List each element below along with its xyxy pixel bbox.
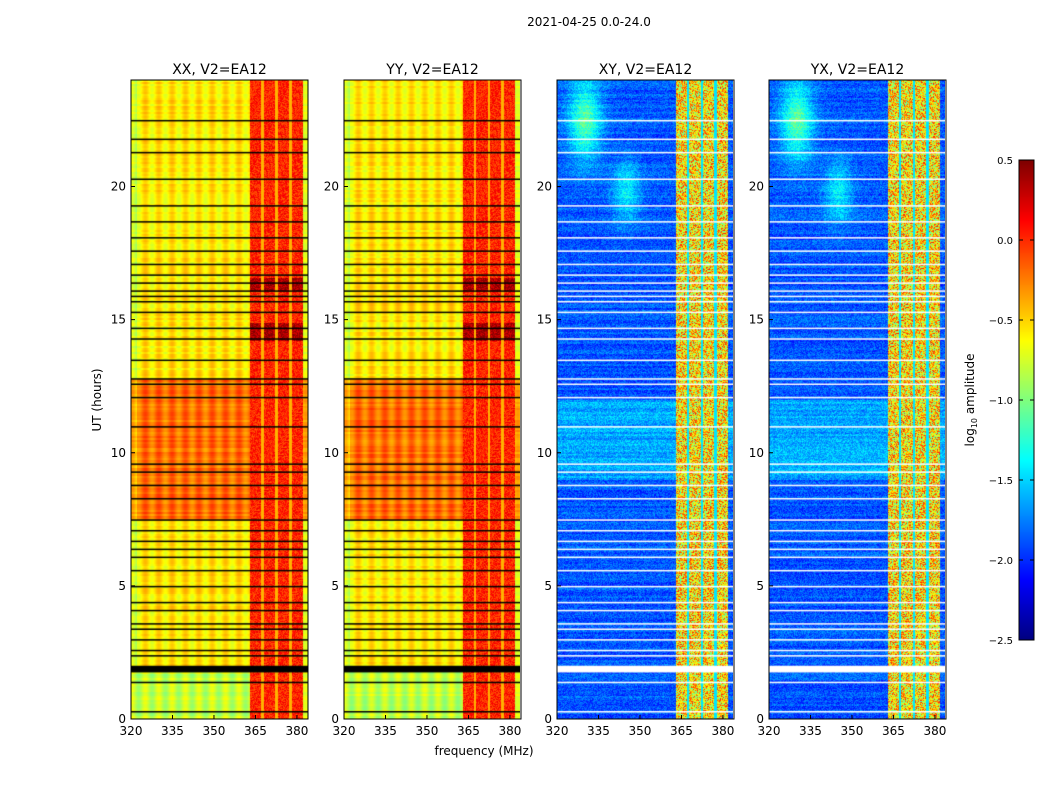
y-tick-label: 0 (756, 712, 764, 726)
x-tick-label: 350 (203, 724, 226, 738)
y-tick-label: 0 (331, 712, 339, 726)
panel-frame (130, 79, 309, 720)
x-axis-label: frequency (MHz) (434, 744, 533, 758)
colorbar-tick-label: 0.5 (997, 156, 1013, 167)
y-axis-label: UT (hours) (90, 368, 104, 431)
y-tick-label: 20 (749, 180, 764, 194)
x-tick-label: 320 (758, 724, 781, 738)
panel-title: YX, V2=EA12 (810, 62, 905, 78)
panel-frame (343, 79, 522, 720)
x-tick-label: 380 (498, 724, 521, 738)
y-tick-label: 5 (544, 579, 552, 593)
panel-title: YY, V2=EA12 (385, 62, 478, 78)
heatmap-yx (769, 80, 945, 719)
heatmap-xy (557, 80, 733, 719)
y-tick-label: 10 (111, 446, 126, 460)
x-tick-label: 350 (416, 724, 439, 738)
x-tick-label: 365 (882, 724, 905, 738)
y-tick-label: 0 (544, 712, 552, 726)
x-tick-label: 350 (629, 724, 652, 738)
colorbar-gradient (1019, 160, 1034, 640)
heatmap-yy (344, 80, 520, 719)
x-tick-label: 350 (841, 724, 864, 738)
y-tick-label: 20 (324, 180, 339, 194)
y-tick-label: 20 (537, 180, 552, 194)
colorbar-tick-label: −1.5 (989, 476, 1013, 487)
heatmap-xx (131, 80, 308, 719)
y-tick-label: 10 (537, 446, 552, 460)
x-tick-label: 365 (244, 724, 267, 738)
y-tick-label: 10 (324, 446, 339, 460)
x-tick-label: 335 (374, 724, 397, 738)
y-tick-label: 0 (118, 712, 126, 726)
y-tick-label: 5 (331, 579, 339, 593)
x-tick-label: 335 (161, 724, 184, 738)
x-tick-label: 380 (285, 724, 308, 738)
x-tick-label: 380 (923, 724, 946, 738)
panel-frame (556, 79, 735, 720)
y-tick-label: 15 (749, 313, 764, 327)
panel-title: XY, V2=EA12 (599, 62, 693, 78)
panel-frame (768, 79, 947, 720)
colorbar-tick-label: −1.0 (989, 396, 1013, 407)
y-tick-label: 20 (111, 180, 126, 194)
colorbar-tick-label: 0.0 (997, 236, 1013, 247)
y-tick-label: 15 (537, 313, 552, 327)
colorbar-label: log10 amplitude (963, 354, 979, 447)
y-tick-label: 15 (111, 313, 126, 327)
x-tick-label: 320 (120, 724, 143, 738)
y-tick-label: 5 (118, 579, 126, 593)
x-tick-label: 320 (333, 724, 356, 738)
y-tick-label: 15 (324, 313, 339, 327)
y-tick-label: 10 (749, 446, 764, 460)
suptitle: 2021-04-25 0.0-24.0 (527, 15, 651, 29)
x-tick-label: 335 (799, 724, 822, 738)
panel-axes: YX, V2=EA12 320 335 350 365 380 0 5 10 15 20 (749, 62, 947, 738)
panel-title: XX, V2=EA12 (172, 62, 267, 78)
x-tick-label: 365 (457, 724, 480, 738)
colorbar-tick-label: −2.5 (989, 636, 1013, 647)
x-tick-label: 335 (587, 724, 610, 738)
colorbar-tick-label: −2.0 (989, 556, 1013, 567)
x-tick-label: 380 (711, 724, 734, 738)
x-tick-label: 320 (546, 724, 569, 738)
panel-axes: XX, V2=EA12 320 335 350 365 380 0 5 10 15 20 (111, 62, 309, 738)
y-tick-label: 5 (756, 579, 764, 593)
colorbar-tick-label: −0.5 (989, 316, 1013, 327)
x-tick-label: 365 (670, 724, 693, 738)
panel-axes: YY, V2=EA12 320 335 350 365 380 0 5 10 15 20 (324, 62, 522, 738)
panel-axes: XY, V2=EA12 320 335 350 365 380 0 5 10 15 20 (537, 62, 735, 738)
